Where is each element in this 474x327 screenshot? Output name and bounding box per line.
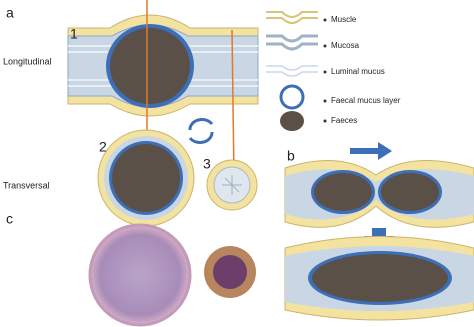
peristalsis-gut <box>284 159 474 228</box>
section-line <box>231 29 235 179</box>
panel-label: b <box>287 148 295 164</box>
histology-image <box>213 255 247 289</box>
merged-gut <box>284 236 474 321</box>
panel-label: a <box>6 5 14 21</box>
transversal-section <box>97 129 195 227</box>
view-number: 3 <box>203 156 211 172</box>
arrow <box>350 142 392 160</box>
view-label: Longitudinal <box>3 56 52 66</box>
legend: Muscle Mucosa Luminal mucus Faecal mucus… <box>266 11 401 131</box>
longitudinal-gut <box>67 14 259 117</box>
view-number: 1 <box>70 26 78 42</box>
legend-label: Faeces <box>331 116 357 125</box>
rotation-arrows <box>188 118 214 144</box>
legend-label: Mucosa <box>331 41 360 50</box>
histology-image <box>88 223 192 327</box>
legend-label: Muscle <box>331 15 357 24</box>
legend-label: Luminal mucus <box>331 67 385 76</box>
view-number: 2 <box>99 139 107 155</box>
empty-section <box>206 159 258 211</box>
panel-label: c <box>6 211 13 227</box>
legend-label: Faecal mucus layer <box>331 96 401 105</box>
view-label: Transversal <box>3 180 50 190</box>
